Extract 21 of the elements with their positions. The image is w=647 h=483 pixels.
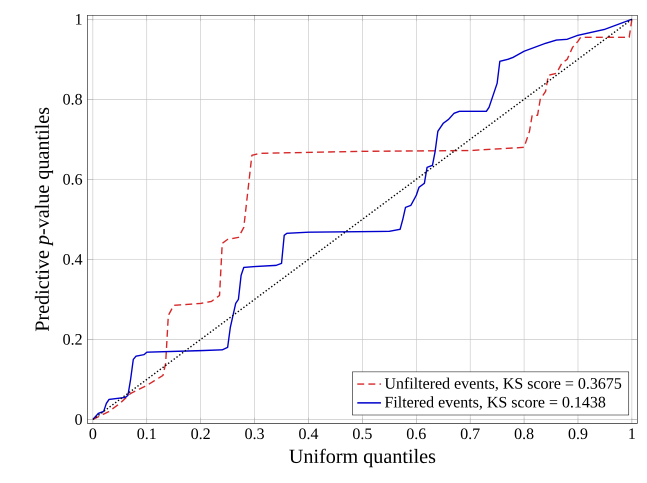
y-tick-label: 0.8 [63,94,82,105]
x-tick-label: 0.3 [245,428,264,440]
y-tick-label: 1 [76,14,82,24]
y-axis-title: Predictive p-value quantiles [34,108,54,332]
x-tick-label: 0.9 [568,428,588,440]
y-tick-label: 0.6 [63,174,82,185]
y-tick-label: 0.2 [63,334,82,345]
x-tick-label: 0.2 [191,428,210,440]
legend-label: Unfiltered events, KS score = 0.3675 [384,377,622,392]
x-tick-label: 0.8 [514,428,534,440]
x-tick-label: 0 [89,428,96,440]
x-axis-title: Uniform quantiles [289,448,436,468]
x-tick-label: 0.4 [299,428,318,440]
y-tick-label: 0 [75,414,82,425]
x-tick-label: 1 [629,428,635,439]
x-tick-label: 0.5 [353,428,372,440]
x-tick-label: 0.7 [460,428,480,440]
y-tick-label: 0.4 [63,254,82,265]
legend-label: Filtered events, KS score = 0.1438 [384,396,606,410]
x-tick-label: 0.1 [137,428,156,440]
x-tick-label: 0.6 [406,428,426,440]
